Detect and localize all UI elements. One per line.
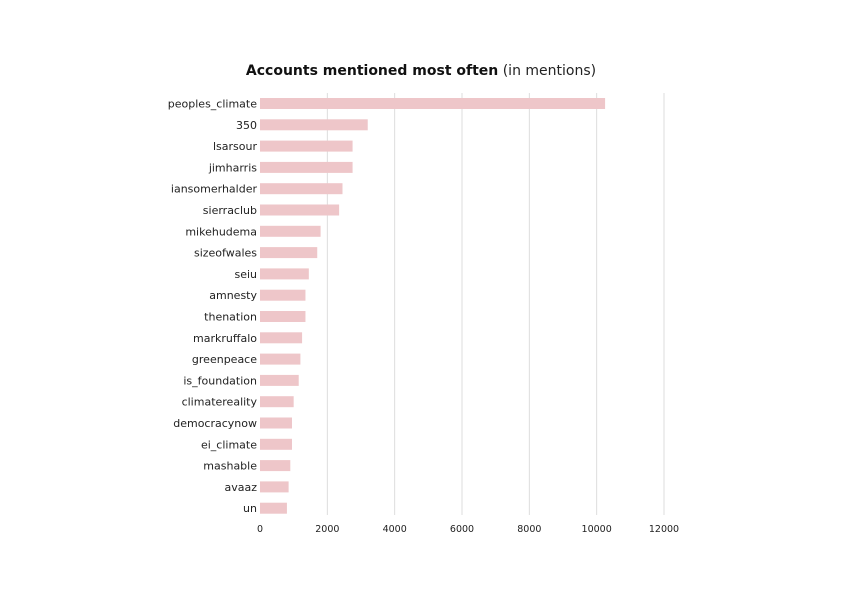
- bar-un: [260, 502, 287, 514]
- bar-climatereality: [260, 396, 294, 408]
- category-label-thenation: thenation: [204, 311, 257, 324]
- x-tick-label: 0: [257, 524, 263, 535]
- grid-lines: [326, 93, 665, 515]
- bar-350: [260, 119, 368, 131]
- category-label-ei_climate: ei_climate: [201, 438, 257, 451]
- category-label-350: 350: [236, 119, 257, 132]
- bar-ei_climate: [260, 438, 292, 450]
- x-axis-ticks: 0 2000 4000 6000 8000 10000 12000: [257, 524, 679, 535]
- category-label-greenpeace: greenpeace: [192, 353, 257, 366]
- bar-peoples_climate: [260, 98, 606, 109]
- bar-amnesty: [260, 289, 306, 301]
- category-label-sizeofwales: sizeofwales: [194, 247, 257, 260]
- chart-title-unit: (in mentions): [502, 63, 597, 79]
- bar-sierraclub: [260, 204, 340, 216]
- bar-jimharris: [260, 161, 353, 173]
- category-label-democracynow: democracynow: [173, 417, 257, 430]
- bar-thenation: [260, 311, 306, 322]
- x-tick-label: 8000: [517, 524, 541, 535]
- category-label-mikehudema: mikehudema: [185, 225, 257, 238]
- bar-greenpeace: [260, 353, 301, 365]
- bar-iansomerhalder: [260, 183, 343, 195]
- category-label-lsarsour: lsarsour: [213, 140, 257, 153]
- chart-title-main: Accounts mentioned most often: [245, 63, 499, 79]
- category-label-markruffalo: markruffalo: [193, 332, 257, 345]
- x-tick-label: 12000: [649, 524, 679, 535]
- bar-seiu: [260, 268, 309, 280]
- bar-mashable: [260, 460, 291, 472]
- x-tick-label: 10000: [582, 524, 612, 535]
- bars: [260, 98, 606, 514]
- category-label-amnesty: amnesty: [209, 289, 257, 302]
- category-label-sierraclub: sierraclub: [203, 204, 257, 217]
- category-label-iansomerhalder: iansomerhalder: [171, 183, 258, 196]
- category-label-un: un: [243, 502, 257, 515]
- bar-democracynow: [260, 417, 292, 429]
- category-label-jimharris: jimharris: [208, 161, 257, 174]
- bar-is_foundation: [260, 374, 299, 386]
- bar-lsarsour: [260, 140, 353, 152]
- bar-mikehudema: [260, 225, 321, 237]
- bar-markruffalo: [260, 332, 303, 344]
- bar-sizeofwales: [260, 247, 318, 259]
- chart-title: Accounts mentioned most often (in mentio…: [0, 63, 842, 79]
- x-tick-label: 4000: [383, 524, 407, 535]
- bar-avaaz: [260, 481, 289, 493]
- category-label-peoples_climate: peoples_climate: [168, 98, 257, 111]
- x-tick-label: 6000: [450, 524, 474, 535]
- category-labels: peoples_climate 350 lsarsour jimharris ianso…: [168, 98, 258, 516]
- category-label-seiu: seiu: [234, 268, 257, 281]
- category-label-avaaz: avaaz: [224, 481, 257, 494]
- x-tick-label: 2000: [315, 524, 339, 535]
- category-label-is_foundation: is_foundation: [183, 374, 257, 387]
- category-label-climatereality: climatereality: [182, 396, 258, 409]
- category-label-mashable: mashable: [203, 460, 257, 473]
